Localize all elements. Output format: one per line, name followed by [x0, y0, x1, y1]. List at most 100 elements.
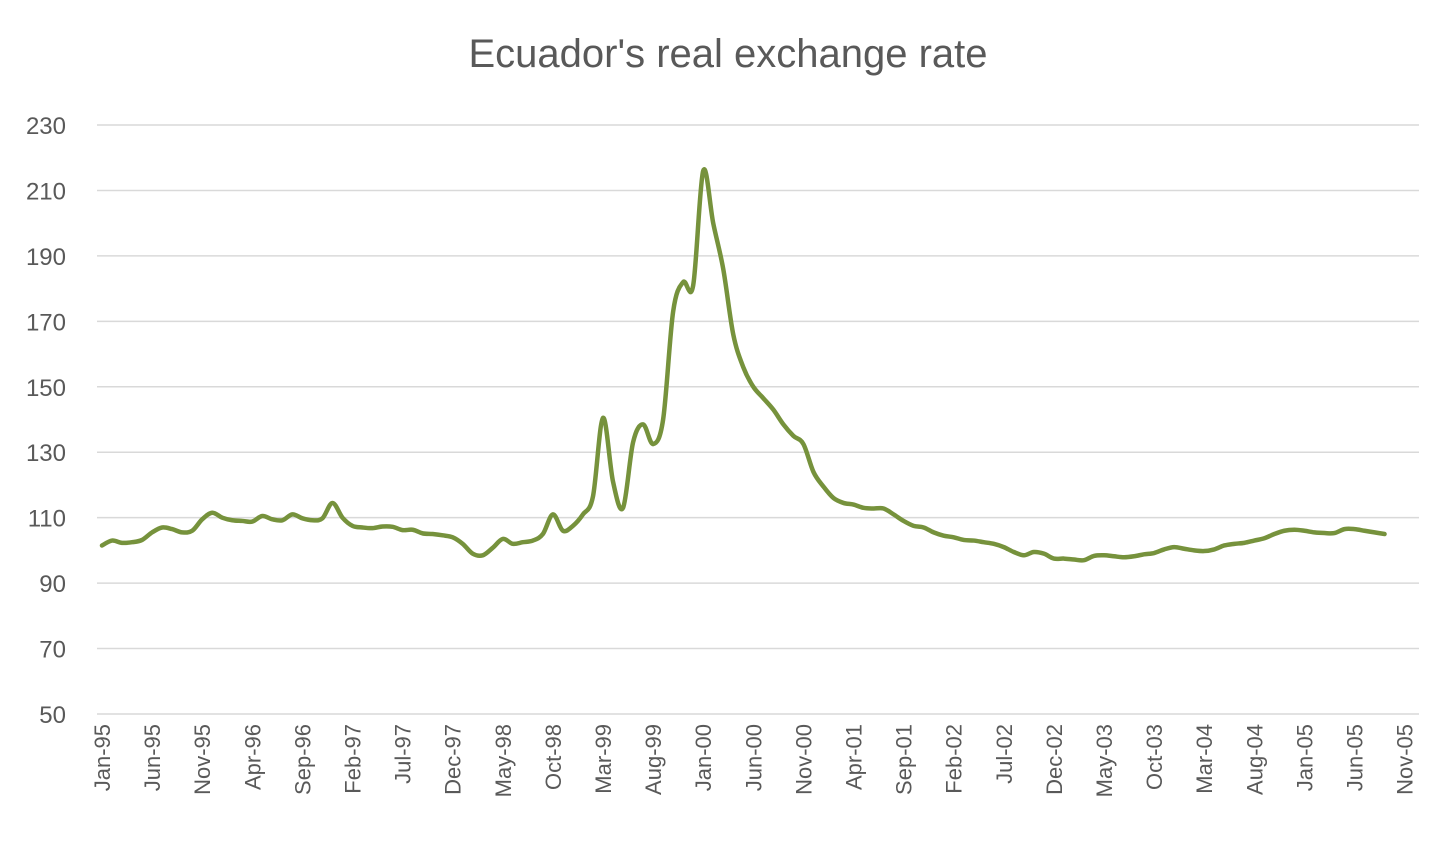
data-point-50	[601, 416, 605, 420]
data-point-90	[1002, 545, 1006, 549]
data-point-128	[1383, 532, 1387, 536]
y-tick-label: 190	[26, 244, 66, 271]
data-point-58	[681, 280, 685, 284]
x-tick-label: Dec-97	[441, 724, 466, 795]
data-point-15	[250, 520, 254, 524]
data-point-48	[581, 512, 585, 516]
data-point-46	[561, 529, 565, 533]
data-point-11	[210, 511, 214, 515]
data-point-118	[1282, 529, 1286, 533]
data-point-112	[1222, 543, 1226, 547]
x-tick-label: Jan-95	[90, 724, 115, 791]
data-point-78	[882, 507, 886, 511]
data-point-96	[1062, 557, 1066, 561]
data-point-34	[441, 533, 445, 537]
data-point-83	[932, 530, 936, 534]
x-tick-label: Sep-96	[290, 724, 315, 795]
data-point-61	[711, 221, 715, 225]
data-point-93	[1032, 550, 1036, 554]
data-point-14	[240, 519, 244, 523]
x-tick-label: Apr-01	[842, 724, 867, 790]
x-tick-label: Aug-04	[1242, 724, 1267, 795]
data-point-86	[962, 538, 966, 542]
data-point-119	[1292, 528, 1296, 532]
y-tick-label: 230	[26, 113, 66, 140]
data-point-63	[731, 332, 735, 336]
data-point-3	[130, 540, 134, 544]
x-tick-label: Jun-95	[140, 724, 165, 791]
data-point-8	[180, 530, 184, 534]
data-point-115	[1252, 539, 1256, 543]
x-tick-label: Oct-03	[1142, 724, 1167, 790]
data-point-29	[391, 525, 395, 529]
data-point-67	[771, 408, 775, 412]
data-point-9	[190, 529, 194, 533]
data-point-62	[721, 267, 725, 271]
data-point-77	[872, 507, 876, 511]
data-point-68	[781, 422, 785, 426]
y-tick-label: 70	[39, 637, 66, 664]
data-point-24	[340, 516, 344, 520]
data-point-39	[491, 546, 495, 550]
x-tick-label: Apr-96	[240, 724, 265, 790]
chart-title: Ecuador's real exchange rate	[468, 32, 988, 76]
x-tick-label: Jan-05	[1292, 724, 1317, 791]
data-point-76	[862, 506, 866, 510]
data-point-21	[310, 518, 314, 522]
data-point-65	[751, 385, 755, 389]
y-tick-label: 150	[26, 375, 66, 402]
data-point-57	[671, 310, 675, 314]
y-tick-label: 90	[39, 571, 66, 598]
x-tick-label: Jul-97	[391, 724, 416, 784]
y-tick-label: 210	[26, 178, 66, 205]
data-point-54	[641, 422, 645, 426]
data-point-0	[100, 543, 104, 547]
data-point-126	[1363, 529, 1367, 533]
data-point-97	[1072, 558, 1076, 562]
data-point-108	[1182, 547, 1186, 551]
data-point-94	[1042, 552, 1046, 556]
data-point-5	[150, 530, 154, 534]
data-point-25	[351, 524, 355, 528]
data-point-41	[511, 542, 515, 546]
x-tick-label: Mar-99	[591, 724, 616, 794]
data-point-64	[741, 365, 745, 369]
x-tick-label: Feb-97	[341, 724, 366, 794]
data-point-51	[611, 480, 615, 484]
data-point-113	[1232, 542, 1236, 546]
data-point-32	[421, 531, 425, 535]
data-point-13	[230, 518, 234, 522]
y-tick-label: 170	[26, 309, 66, 336]
x-tick-label: Dec-02	[1042, 724, 1067, 795]
data-point-106	[1162, 547, 1166, 551]
data-point-52	[621, 506, 625, 510]
data-point-95	[1052, 557, 1056, 561]
x-tick-label: Nov-95	[190, 724, 215, 795]
data-point-43	[531, 539, 535, 543]
data-point-28	[381, 525, 385, 529]
data-point-38	[481, 553, 485, 557]
data-point-66	[761, 396, 765, 400]
data-point-17	[270, 517, 274, 521]
data-point-116	[1262, 536, 1266, 540]
x-tick-label: Sep-01	[892, 724, 917, 795]
data-point-42	[521, 540, 525, 544]
data-point-12	[220, 516, 224, 520]
data-point-55	[651, 442, 655, 446]
data-point-100	[1102, 553, 1106, 557]
data-point-44	[541, 532, 545, 536]
x-tick-label: May-03	[1092, 724, 1117, 797]
data-point-103	[1132, 554, 1136, 558]
data-point-107	[1172, 545, 1176, 549]
x-tick-label: Jul-02	[992, 724, 1017, 784]
data-point-75	[852, 503, 856, 507]
data-point-80	[902, 519, 906, 523]
data-point-60	[701, 169, 705, 173]
data-point-45	[551, 512, 555, 516]
data-point-26	[361, 525, 365, 529]
data-point-20	[300, 516, 304, 520]
data-point-49	[591, 494, 595, 498]
data-point-36	[461, 542, 465, 546]
data-point-4	[140, 538, 144, 542]
